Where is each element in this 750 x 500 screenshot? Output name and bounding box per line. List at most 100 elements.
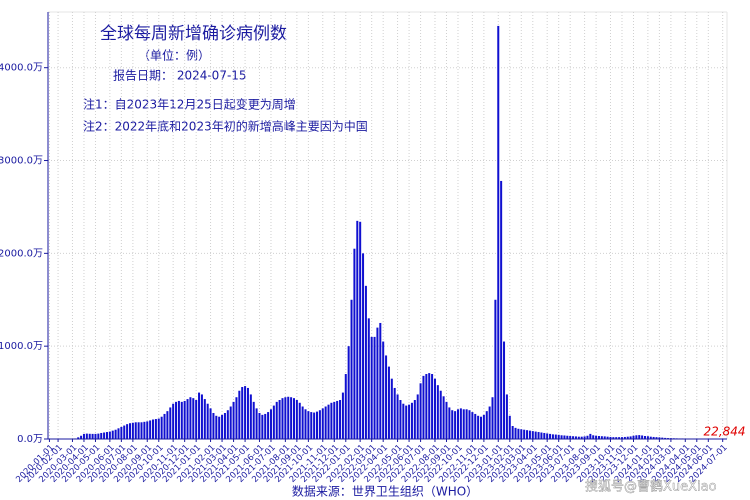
bar — [180, 401, 183, 439]
bar — [497, 25, 500, 439]
bar — [428, 373, 431, 439]
bar — [221, 414, 224, 439]
bar — [574, 436, 577, 439]
bar — [442, 396, 445, 439]
bar — [330, 402, 333, 439]
bar — [364, 285, 367, 439]
bar — [632, 435, 635, 439]
bar — [301, 406, 304, 439]
bar — [344, 374, 347, 439]
bar — [166, 411, 169, 439]
bar — [114, 429, 117, 439]
bar — [105, 432, 108, 439]
bar — [373, 336, 376, 439]
bar — [367, 318, 370, 439]
bar — [422, 375, 425, 439]
bar — [313, 412, 316, 439]
bar — [557, 434, 560, 439]
bar — [482, 414, 485, 439]
bar — [117, 428, 120, 439]
bar — [339, 400, 342, 439]
note: 注2：2022年底和2023年初的新增高峰主要因为中国 — [83, 119, 368, 134]
bar — [528, 430, 531, 439]
bar — [223, 413, 226, 439]
bar — [500, 180, 503, 439]
bar — [131, 422, 134, 439]
bar — [609, 436, 612, 439]
bar — [267, 412, 270, 439]
bar — [540, 432, 543, 439]
bar — [111, 430, 114, 439]
bar — [324, 406, 327, 439]
bar — [189, 397, 192, 439]
bar — [318, 410, 321, 439]
bar — [370, 336, 373, 439]
bar — [249, 394, 252, 439]
bar — [638, 435, 641, 439]
bar — [419, 383, 422, 439]
bar — [264, 413, 267, 439]
bar — [589, 433, 592, 439]
bar — [505, 394, 508, 439]
bar — [600, 436, 603, 439]
bar — [523, 429, 526, 439]
bar — [546, 433, 549, 439]
bar — [134, 422, 137, 439]
bar — [618, 437, 621, 439]
bar — [566, 435, 569, 439]
bar — [269, 409, 272, 439]
bar — [212, 413, 215, 439]
bar — [479, 416, 483, 439]
bar — [664, 437, 667, 439]
bar — [491, 397, 494, 439]
bar — [451, 410, 454, 439]
bar — [82, 433, 85, 439]
chart-title: 全球每周新增确诊病例数 — [100, 24, 287, 44]
y-tick-label: 2000.0万 — [0, 248, 43, 259]
bar — [376, 327, 379, 439]
bar — [620, 437, 623, 439]
y-tick-label: 3000.0万 — [0, 156, 43, 167]
bar — [580, 436, 583, 439]
bar — [629, 436, 632, 439]
bar — [649, 436, 652, 439]
bar — [514, 427, 517, 439]
bar — [304, 409, 307, 439]
bar — [284, 397, 287, 439]
bar — [175, 401, 178, 439]
report-date: 报告日期： 2024-07-15 — [113, 68, 247, 83]
chart-subtitle: （单位：例） — [138, 48, 210, 63]
bar — [258, 413, 261, 439]
bar — [569, 436, 572, 439]
bar — [85, 433, 88, 439]
bar — [554, 434, 557, 439]
bar — [586, 435, 589, 439]
bar — [336, 400, 339, 439]
bar — [597, 436, 600, 439]
bar — [241, 387, 244, 439]
bar — [261, 414, 264, 439]
note: 注1：自2023年12月25日起变更为周增 — [83, 97, 296, 112]
bar — [652, 436, 655, 439]
bar — [203, 399, 206, 439]
bar — [551, 434, 554, 439]
bar — [390, 378, 393, 439]
bar — [100, 432, 103, 439]
bar — [433, 378, 436, 439]
bar — [477, 415, 480, 439]
bar — [356, 220, 359, 439]
bar — [321, 408, 324, 439]
bar — [149, 420, 152, 439]
bar — [143, 421, 146, 439]
bar — [508, 415, 511, 439]
bar — [488, 406, 491, 439]
bar — [163, 413, 166, 439]
bar — [471, 412, 474, 439]
bar — [91, 433, 94, 439]
bar — [439, 390, 442, 439]
bar — [272, 405, 275, 439]
bar — [459, 408, 462, 439]
bar — [97, 433, 100, 439]
bar — [80, 435, 83, 439]
